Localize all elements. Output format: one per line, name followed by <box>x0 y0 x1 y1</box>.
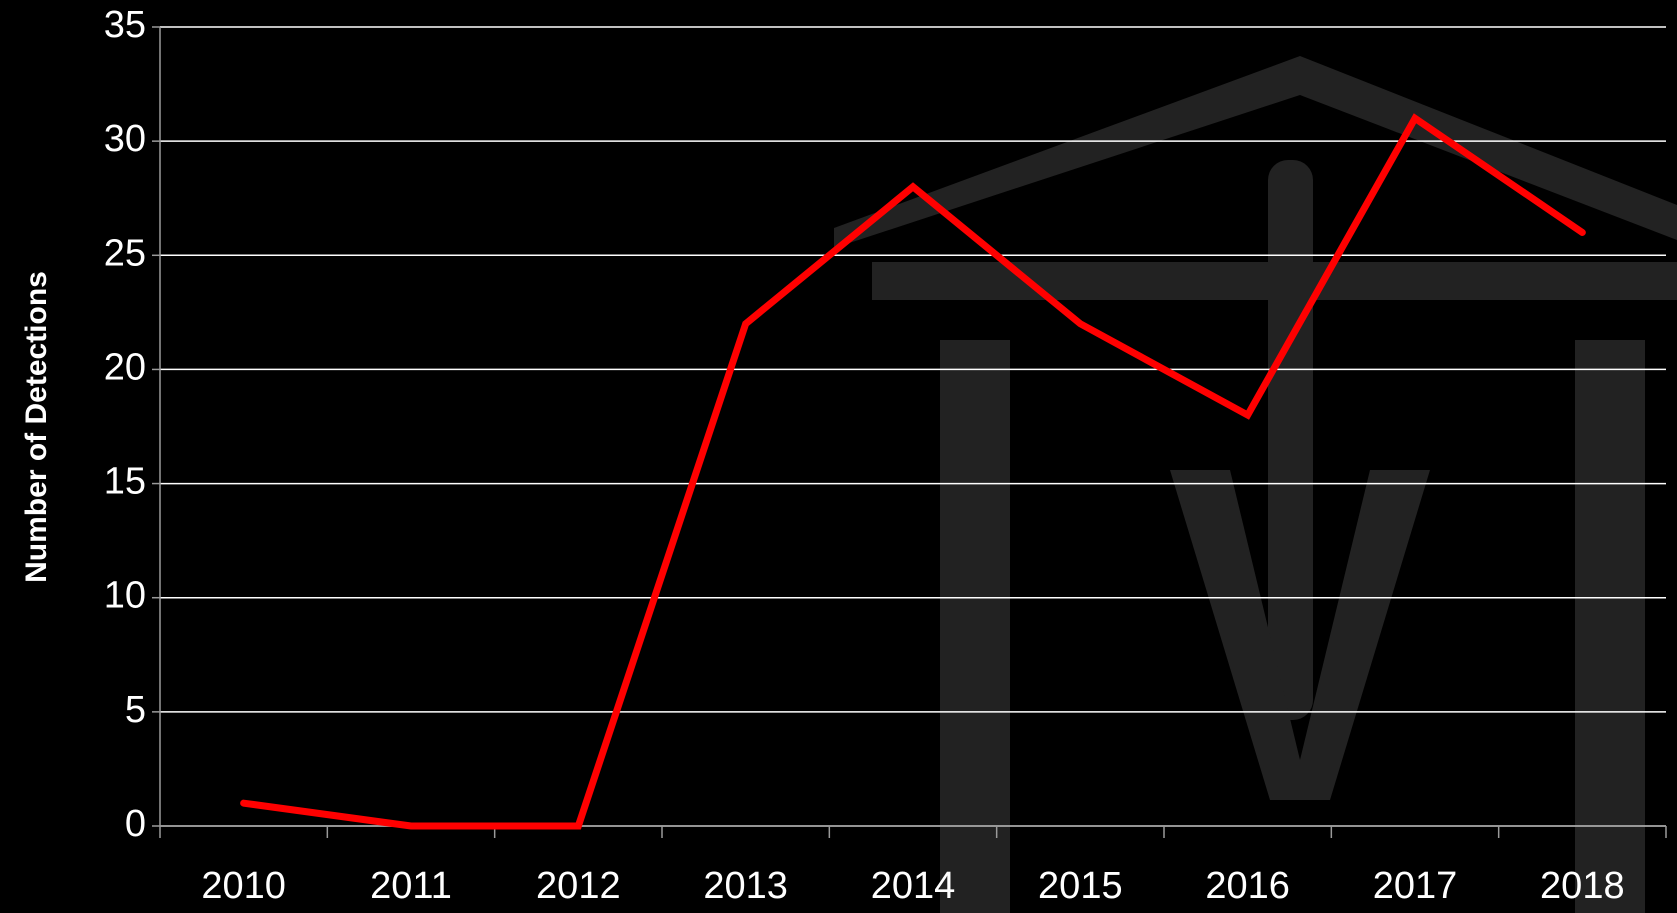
y-tick-label: 20 <box>104 346 146 388</box>
x-tick-label: 2010 <box>201 865 286 907</box>
y-tick-label: 5 <box>125 689 146 731</box>
x-tick-label: 2015 <box>1038 865 1123 907</box>
x-tick-label: 2011 <box>370 865 452 907</box>
y-axis-title: Number of Detections <box>20 271 53 583</box>
x-tick-label: 2017 <box>1373 865 1458 907</box>
y-tick-label: 35 <box>104 4 146 46</box>
y-tick-label: 15 <box>104 461 146 503</box>
y-tick-label: 30 <box>104 118 146 160</box>
x-tick-label: 2013 <box>703 865 788 907</box>
chart: Number of Detections 0 5 10 15 20 25 30 35 2010 2… <box>0 0 1677 913</box>
y-tick-label: 25 <box>104 232 146 274</box>
y-tick-label: 10 <box>104 575 146 617</box>
y-tick-label: 0 <box>125 803 146 845</box>
x-tick-label: 2014 <box>871 865 956 907</box>
x-tick-label: 2018 <box>1540 865 1625 907</box>
x-tick-label: 2012 <box>536 865 621 907</box>
x-tick-label: 2016 <box>1205 865 1290 907</box>
page: {"chart_data": {"type": "line", "y_label… <box>0 0 1677 913</box>
background-watermark <box>834 56 1677 913</box>
